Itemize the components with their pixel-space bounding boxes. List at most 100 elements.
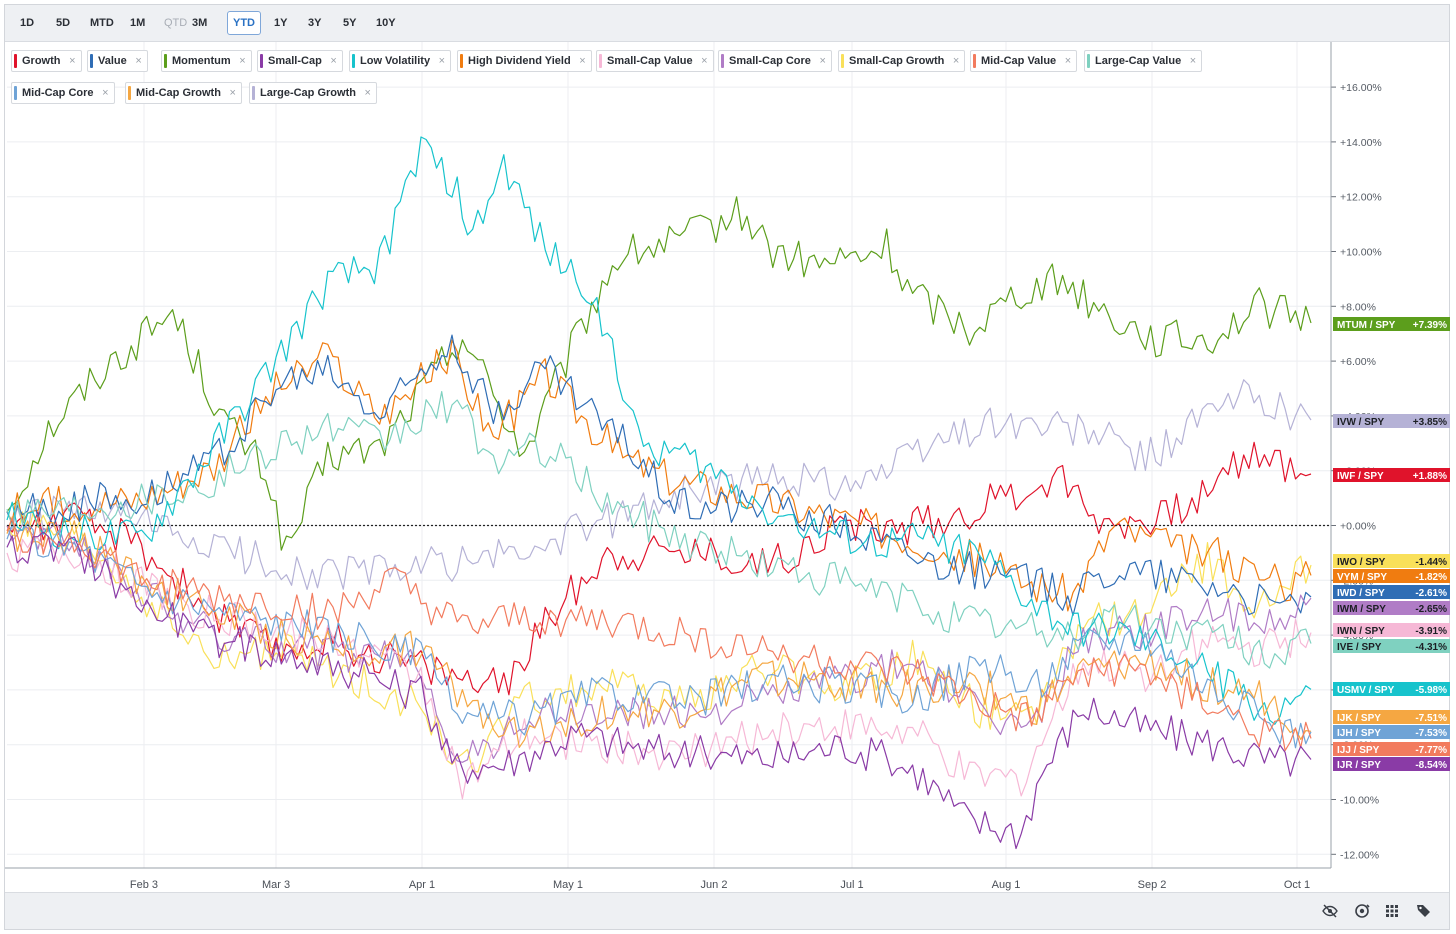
- series-line-vym[interactable]: [6, 339, 1312, 612]
- series-line-ijr[interactable]: [6, 531, 1312, 850]
- range-button-1y[interactable]: 1Y: [274, 17, 288, 29]
- close-icon[interactable]: ×: [69, 55, 76, 67]
- series-line-iwf[interactable]: [6, 441, 1312, 696]
- range-button-10y[interactable]: 10Y: [376, 17, 396, 29]
- legend-label: Large-Cap Growth: [260, 87, 356, 99]
- legend-chip-value[interactable]: Value ×: [87, 50, 148, 72]
- legend-swatch: [1087, 54, 1090, 68]
- screenshot-icon[interactable]: [1353, 902, 1371, 920]
- end-label-bg: [1333, 585, 1450, 599]
- close-icon[interactable]: ×: [102, 87, 109, 99]
- legend-chip-large-cap-growth[interactable]: Large-Cap Growth ×: [249, 82, 377, 104]
- close-icon[interactable]: ×: [819, 55, 826, 67]
- range-button-3y[interactable]: 3Y: [308, 17, 322, 29]
- end-label-value: -5.98%: [1415, 685, 1447, 696]
- legend-swatch: [90, 54, 93, 68]
- end-label-iwf: IWF / SPY +1.88%: [1333, 468, 1450, 482]
- legend-chip-mid-cap-growth[interactable]: Mid-Cap Growth ×: [125, 82, 242, 104]
- legend-chip-small-cap-value[interactable]: Small-Cap Value ×: [596, 50, 714, 72]
- close-icon[interactable]: ×: [135, 55, 142, 67]
- range-button-3m[interactable]: 3M: [192, 17, 208, 29]
- end-label-name: IJK / SPY: [1337, 713, 1381, 724]
- legend-chip-mid-cap-value[interactable]: Mid-Cap Value ×: [970, 50, 1078, 72]
- grid-icon[interactable]: [1383, 902, 1401, 920]
- legend-label: Small-Cap Value: [607, 55, 693, 67]
- close-icon[interactable]: ×: [1064, 55, 1072, 67]
- end-label-bg: [1333, 639, 1450, 653]
- legend-chip-small-cap-growth[interactable]: Small-Cap Growth ×: [838, 50, 966, 72]
- series-line-ivw[interactable]: [6, 379, 1312, 590]
- end-label-name: IWM / SPY: [1337, 604, 1386, 615]
- series-line-ijj[interactable]: [6, 516, 1312, 752]
- range-button-ytd[interactable]: YTD: [227, 11, 261, 35]
- end-label-bg: [1333, 623, 1450, 637]
- legend-swatch: [128, 86, 131, 100]
- legend-chip-growth[interactable]: Growth ×: [11, 50, 82, 72]
- legend-swatch: [260, 54, 263, 68]
- tags-icon[interactable]: [1415, 902, 1433, 920]
- series-line-ijh[interactable]: [6, 523, 1312, 749]
- series-lines: [6, 136, 1312, 850]
- range-button-1m[interactable]: 1M: [130, 17, 146, 29]
- range-button-5y[interactable]: 5Y: [343, 17, 357, 29]
- legend-label: Low Volatility: [360, 55, 431, 67]
- end-label-value: -7.51%: [1415, 713, 1447, 724]
- end-label-ijh: IJH / SPY -7.53%: [1333, 725, 1450, 739]
- end-label-iwm: IWM / SPY -2.65%: [1333, 601, 1450, 615]
- close-icon[interactable]: ×: [1189, 55, 1197, 67]
- x-tick-label: Jun 2: [701, 879, 728, 891]
- close-icon[interactable]: ×: [701, 55, 708, 67]
- close-icon[interactable]: ×: [579, 55, 586, 67]
- horizontal-gridlines: [7, 86, 1331, 855]
- legend-chip-momentum[interactable]: Momentum ×: [161, 50, 252, 72]
- y-tick-label: -10.00%: [1340, 795, 1379, 807]
- range-toolbar: 1D 5D MTD 1M QTD 3M YTD 1Y 3Y 5Y 10Y: [5, 5, 1449, 42]
- series-line-ijk[interactable]: [6, 516, 1312, 748]
- end-label-ivw: IVW / SPY +3.85%: [1333, 414, 1450, 428]
- end-label-name: USMV / SPY: [1337, 685, 1395, 696]
- legend-chip-low-volatility[interactable]: Low Volatility ×: [349, 50, 452, 72]
- end-label-bg: [1333, 468, 1450, 482]
- vertical-gridlines: [143, 42, 1298, 868]
- hide-icon[interactable]: [1321, 902, 1339, 920]
- x-tick-label: Apr 1: [409, 879, 435, 891]
- legend-chip-high-dividend-yield[interactable]: High Dividend Yield ×: [457, 50, 592, 72]
- legend-chip-mid-cap-core[interactable]: Mid-Cap Core ×: [11, 82, 115, 104]
- close-icon[interactable]: ×: [229, 87, 236, 99]
- close-icon[interactable]: ×: [952, 55, 960, 67]
- range-button-5d[interactable]: 5D: [56, 17, 71, 29]
- legend-chip-small-cap[interactable]: Small-Cap ×: [257, 50, 343, 72]
- series-line-usmv[interactable]: [6, 136, 1312, 725]
- end-label-name: IWO / SPY: [1337, 557, 1386, 568]
- legend-swatch: [14, 86, 17, 100]
- series-line-iwd[interactable]: [6, 334, 1312, 616]
- close-icon[interactable]: ×: [364, 87, 371, 99]
- range-button-qtd[interactable]: QTD: [164, 17, 188, 29]
- legend-label: Small-Cap: [268, 55, 322, 67]
- end-label-value: -7.53%: [1415, 728, 1447, 739]
- legend-chip-small-cap-core[interactable]: Small-Cap Core ×: [718, 50, 832, 72]
- series-line-ive[interactable]: [6, 391, 1312, 669]
- y-tick-label: +6.00%: [1340, 356, 1376, 368]
- range-button-1d[interactable]: 1D: [20, 17, 35, 29]
- end-label-ijj: IJJ / SPY -7.77%: [1333, 742, 1450, 756]
- end-label-value: +7.39%: [1413, 320, 1447, 331]
- end-label-usmv: USMV / SPY -5.98%: [1333, 682, 1450, 696]
- end-label-name: IVW / SPY: [1337, 417, 1385, 428]
- legend-chip-large-cap-value[interactable]: Large-Cap Value ×: [1084, 50, 1203, 72]
- end-label-value: -7.77%: [1415, 745, 1447, 756]
- legend-label: High Dividend Yield: [468, 55, 571, 67]
- end-label-ive: IVE / SPY -4.31%: [1333, 639, 1450, 653]
- series-end-labels: MTUM / SPY +7.39% IVW / SPY +3.85% IWF / SPY…: [1333, 317, 1450, 771]
- series-line-iwn[interactable]: [6, 535, 1312, 800]
- series-line-mtum[interactable]: [6, 196, 1312, 551]
- chart-footer: [5, 892, 1449, 929]
- y-tick-label: +16.00%: [1340, 82, 1382, 94]
- close-icon[interactable]: ×: [330, 55, 337, 67]
- end-label-mtum: MTUM / SPY +7.39%: [1333, 317, 1450, 331]
- range-button-mtd[interactable]: MTD: [90, 17, 114, 29]
- close-icon[interactable]: ×: [438, 55, 446, 67]
- x-axis: Feb 3 Mar 3 Apr 1 May 1 Jun 2 Jul 1 Aug 1 Sep 2…: [5, 867, 1331, 891]
- close-icon[interactable]: ×: [239, 55, 246, 67]
- end-label-name: VYM / SPY: [1337, 572, 1387, 583]
